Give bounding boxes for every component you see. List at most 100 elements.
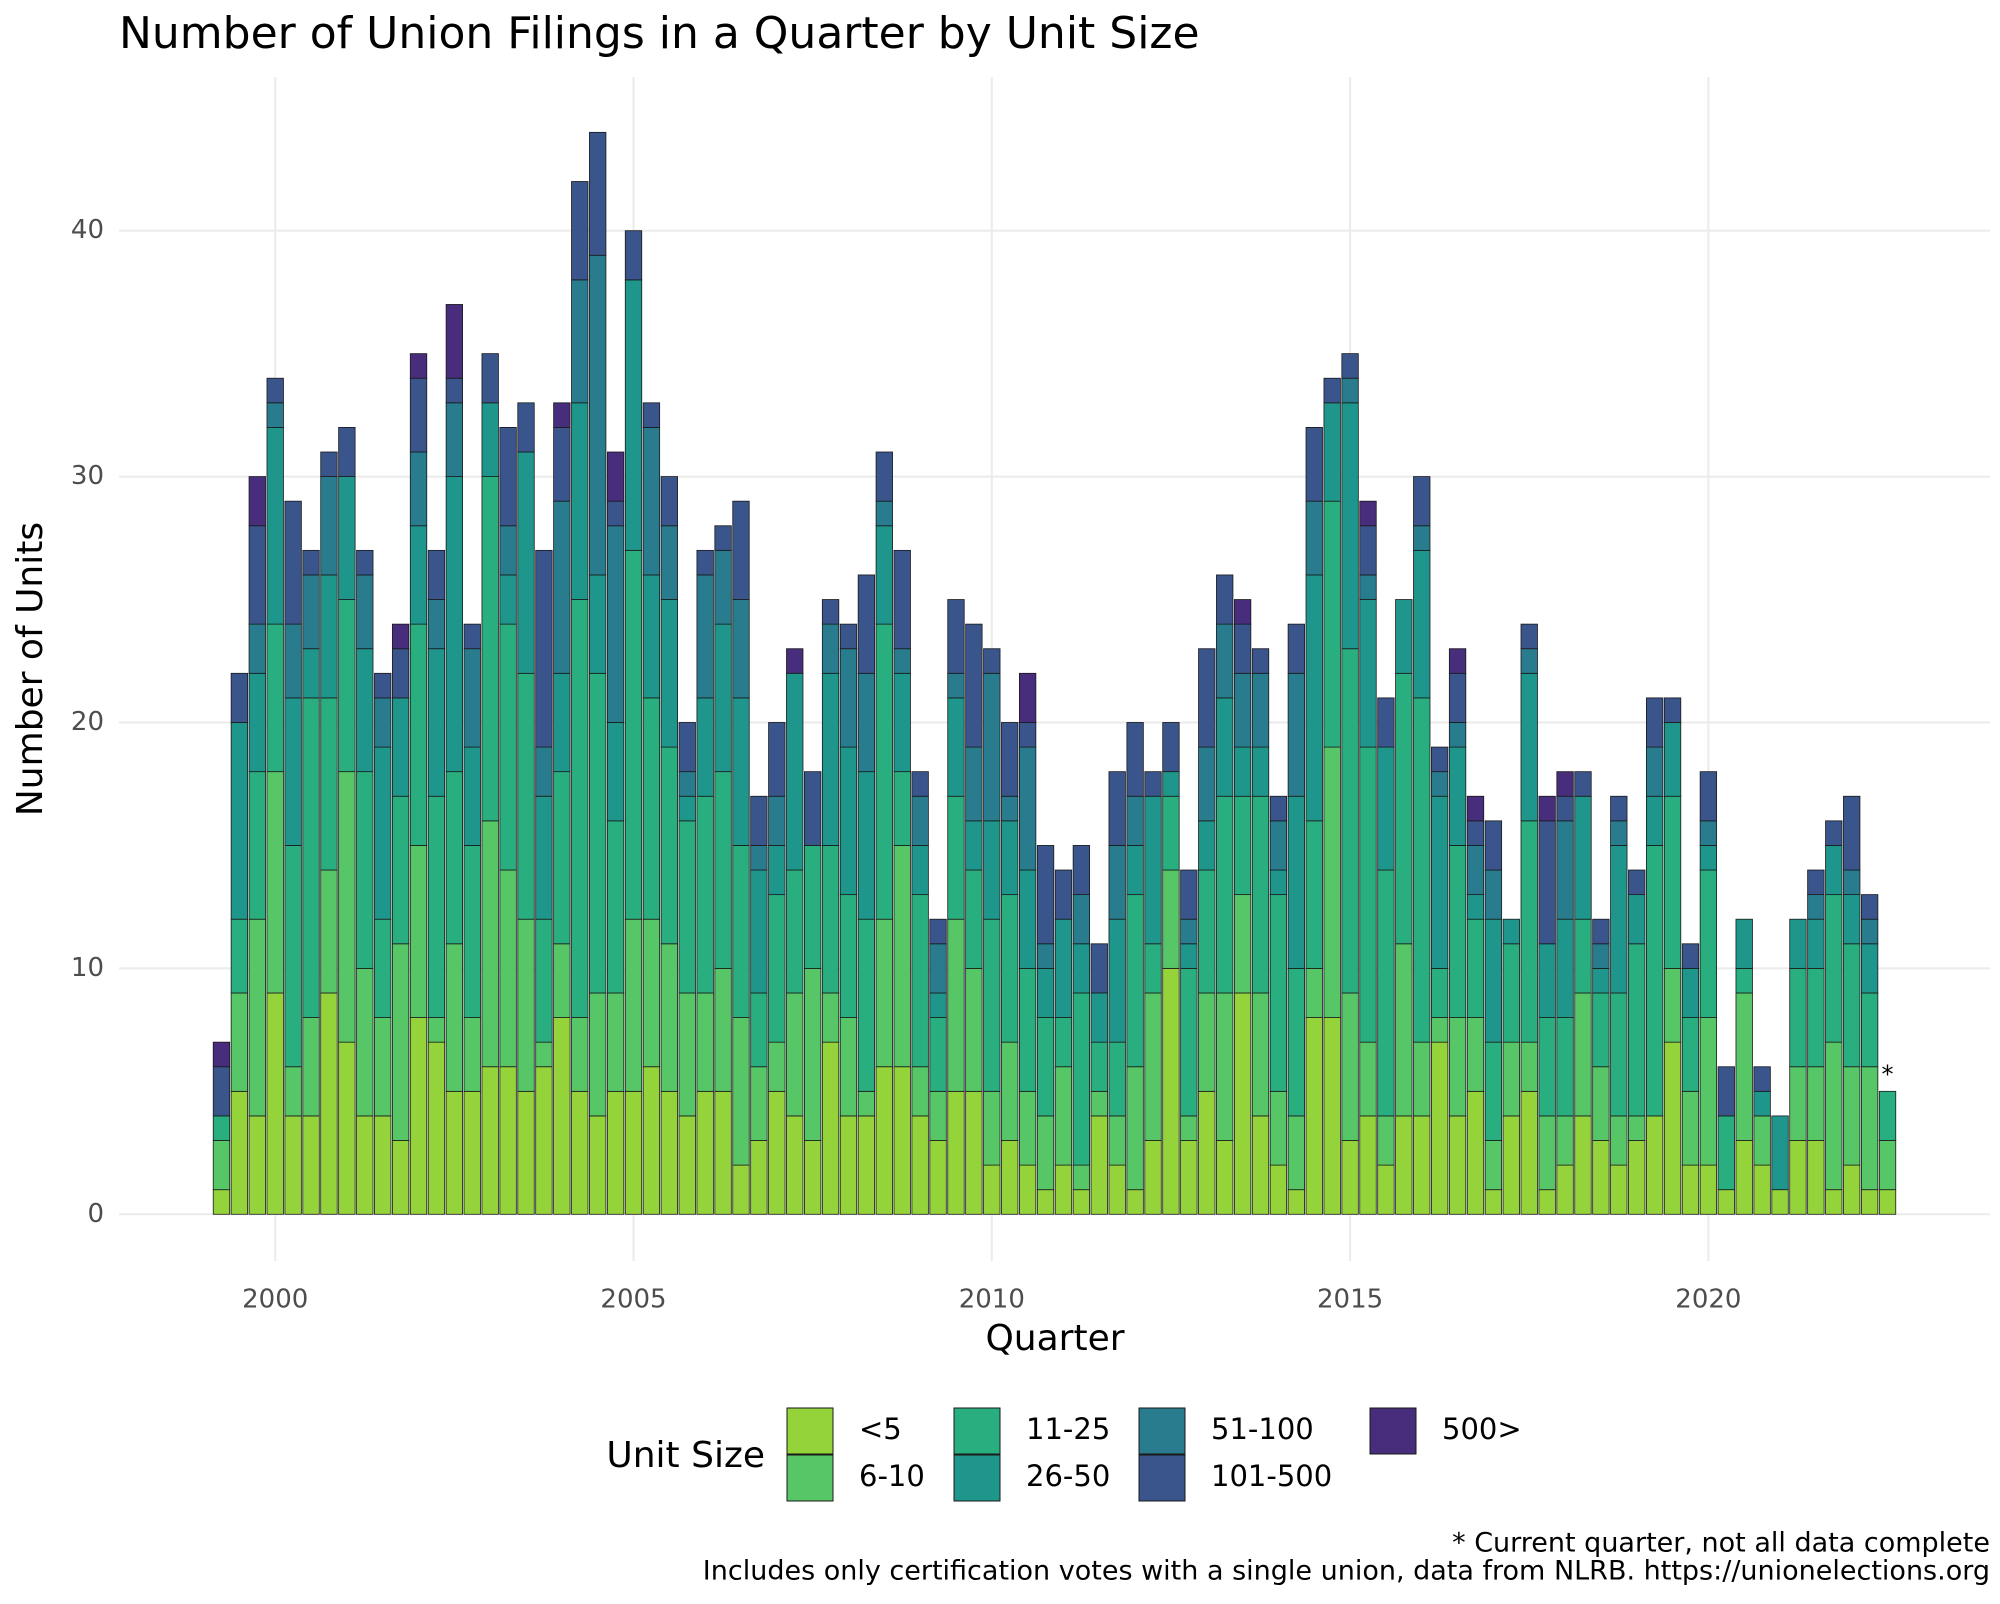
bar-segment [427,599,446,650]
bar-segment [320,697,338,871]
bar-segment [1556,820,1574,920]
bar-segment [1323,746,1341,1018]
bar-segment [481,353,499,404]
bar-segment [427,1017,446,1043]
bar-segment [302,1017,320,1117]
bar-segment [732,845,750,1018]
bar-segment [1628,943,1646,1117]
bar-segment [1269,894,1288,1092]
bar-segment [1090,1115,1108,1215]
bar-segment [1538,1017,1556,1117]
bar-segment [1395,943,1413,1117]
bar-segment [606,1090,625,1215]
bar-segment [1574,795,1592,920]
bar-segment [875,525,893,625]
bar-segment [248,771,266,920]
bar-segment [1878,1189,1897,1215]
bar-segment [714,623,732,773]
bar-segment [1520,648,1538,674]
bar-segment [1699,845,1718,871]
bar-segment [1735,992,1753,1141]
bar-segment [1843,943,1861,1068]
bar-segment [1018,869,1037,969]
bar-segment [248,623,266,674]
bar-segment [768,722,786,797]
bar-segment [302,697,320,1018]
bar-segment [929,1090,947,1141]
bar-segment [1628,1115,1646,1141]
bar-segment [1610,845,1628,994]
bar-segment [212,1066,231,1117]
bar-segment [839,648,858,748]
legend-label: 26-50 [1026,1459,1110,1493]
bar-segment [409,377,428,453]
bar-segment [1771,1115,1789,1191]
bar-segment [696,1090,714,1215]
bar-segment [893,845,911,1068]
bar-segment [338,599,356,773]
bar-segment [1162,722,1180,773]
bar-segment [1448,648,1467,674]
bar-segment [911,894,929,1068]
bar-segment [1072,894,1091,945]
bar-segment [1162,967,1180,1215]
bar-segment [1610,992,1628,1117]
bar-segment [714,525,732,551]
bar-segment [1377,869,1395,1117]
bar-segment [786,869,804,994]
bar-segment [947,672,965,699]
bar-segment [1663,967,1682,1043]
bar-segment [445,304,464,379]
bar-segment [284,1115,302,1215]
bar-segment [589,992,607,1117]
bar-segment [947,599,965,674]
bar-segment [875,500,893,527]
bar-segment [1645,795,1664,846]
bar-segment [391,943,410,1141]
bar-segment [1018,722,1037,748]
bar-segment [1090,1041,1108,1092]
bar-segment [750,1140,768,1215]
bar-segment [1269,795,1288,822]
bar-segment [1663,795,1682,969]
bar-segment [911,1115,929,1215]
bar-segment [1431,795,1449,969]
bar-segment [947,697,965,797]
bar-segment [1090,992,1108,1043]
bar-segment [571,1017,589,1092]
bar-segment [821,845,840,994]
x-tick-label: 2005 [600,1285,666,1315]
bar-segment [1825,1041,1843,1191]
bar-segment [1717,1115,1735,1191]
bar-segment [1108,771,1126,846]
bar-segment [1699,1017,1718,1166]
bar-segment [1628,1140,1646,1215]
bar-segment [302,648,320,699]
bar-segment [804,967,822,1141]
bar-segment [1054,1066,1073,1166]
bar-segment [750,869,768,994]
bar-segment [1359,574,1377,600]
bar-segment [1860,1189,1879,1215]
bar-segment [499,623,517,871]
bar-segment [391,795,410,945]
bar-segment [1413,1115,1431,1215]
bar-segment [1413,549,1431,699]
bar-segment [338,427,356,477]
bar-segment [1538,820,1556,945]
bar-segment [1377,697,1395,748]
bar-segment [1054,1017,1073,1068]
bar-segment [947,918,965,1092]
bar-segment [1269,869,1288,896]
bar-segment [1216,574,1234,625]
bar-segment [1574,771,1592,797]
bar-segment [606,820,625,994]
bar-segment [1305,427,1323,502]
bar-segment [1789,1066,1807,1141]
bar-segment [1054,918,1073,1018]
bar-segment [1860,918,1879,945]
bar-segment [965,820,983,871]
bar-segment [463,746,481,846]
bar-segment [499,427,517,527]
bar-segment [1825,1189,1843,1215]
